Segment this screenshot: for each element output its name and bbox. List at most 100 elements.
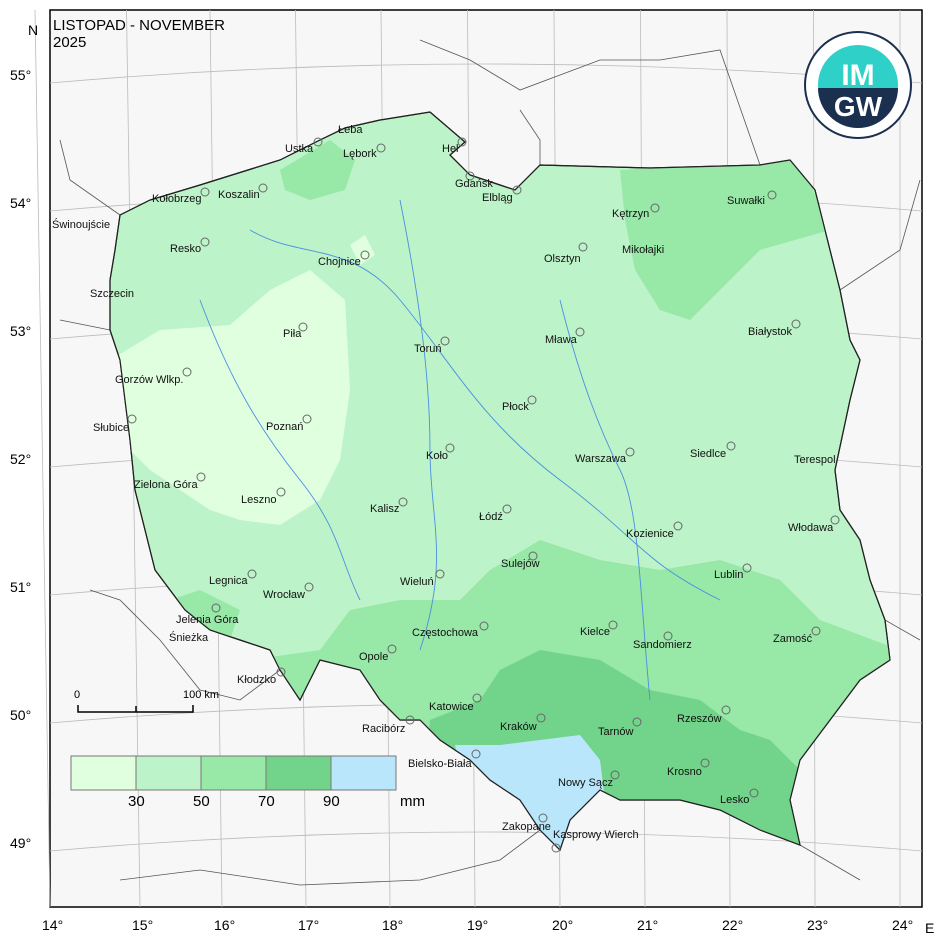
city-label: Resko <box>170 243 201 255</box>
city-label: Lublin <box>714 569 743 581</box>
lat-label: 54° <box>10 195 31 211</box>
title-year: 2025 <box>53 34 87 51</box>
city-label: Sandomierz <box>633 639 692 651</box>
station-marker <box>512 185 522 195</box>
city-label: Katowice <box>429 701 474 713</box>
legend-swatch <box>265 755 332 791</box>
station-marker <box>663 631 673 641</box>
city-label: Mikołajki <box>622 244 664 256</box>
station-marker <box>247 569 257 579</box>
station-marker <box>536 713 546 723</box>
station-marker <box>767 190 777 200</box>
city-label: Lębork <box>343 148 377 160</box>
city-label: Kętrzyn <box>612 208 649 220</box>
city-label: Koło <box>426 450 448 462</box>
station-marker <box>742 563 752 573</box>
legend-swatch <box>70 755 137 791</box>
city-label: Jelenia Góra <box>176 614 239 626</box>
zone-below-30 <box>110 270 350 525</box>
city-label: Wrocław <box>263 589 305 601</box>
city-label: Włodawa <box>788 522 834 534</box>
station-marker <box>276 487 286 497</box>
city-label: Słubice <box>93 422 129 434</box>
station-marker <box>302 414 312 424</box>
city-label: Mława <box>545 334 578 346</box>
city-label: Sulejów <box>501 558 540 570</box>
station-marker <box>610 770 620 780</box>
title-month: LISTOPAD - NOVEMBER <box>53 17 225 34</box>
poland-border <box>109 111 891 852</box>
lon-label: 22° <box>722 917 743 933</box>
city-label: Hel <box>442 143 459 155</box>
station-marker <box>551 843 561 853</box>
legend-break: 30 <box>128 793 145 810</box>
station-marker <box>304 582 314 592</box>
city-label: Toruń <box>414 343 442 355</box>
scale-start: 0 <box>74 689 80 701</box>
station-marker <box>127 414 137 424</box>
city-label: Śnieżka <box>169 631 209 644</box>
lon-label: 20° <box>552 917 573 933</box>
legend-break: 90 <box>323 793 340 810</box>
zone-above-90 <box>455 735 605 850</box>
lat-label: 50° <box>10 707 31 723</box>
station-marker <box>376 143 386 153</box>
lon-label: 15° <box>132 917 153 933</box>
city-labels: Łeba Ustka Lębork Hel Gdańsk Elbląg Kołobrzeg K… <box>52 124 840 853</box>
legend-swatch <box>330 755 397 791</box>
station-marker <box>211 603 221 613</box>
station-marker <box>471 749 481 759</box>
city-label: Kasprowy Wierch <box>553 829 639 841</box>
station-marker <box>387 644 397 654</box>
city-label: Olsztyn <box>544 253 581 265</box>
city-label: Racibórz <box>362 723 405 735</box>
city-label: Kozienice <box>626 528 674 540</box>
lat-label: 53° <box>10 323 31 339</box>
city-label: Krosno <box>667 766 702 778</box>
city-label: Zamość <box>773 633 813 645</box>
station-marker <box>608 620 618 630</box>
station-marker <box>632 717 642 727</box>
station-marker <box>700 758 710 768</box>
north-label: N <box>28 22 38 38</box>
imgw-logo: IM GW <box>804 31 912 139</box>
city-label: Kołobrzeg <box>152 193 202 205</box>
zone-50-70 <box>620 160 830 320</box>
station-marker <box>538 813 548 823</box>
station-marker <box>313 137 323 147</box>
station-marker <box>726 441 736 451</box>
station-marker <box>276 667 286 677</box>
station-marker <box>673 521 683 531</box>
city-label: Poznań <box>266 421 303 433</box>
lon-label: 23° <box>807 917 828 933</box>
legend: 30 50 70 90 mm <box>70 755 425 810</box>
station-marker <box>830 515 840 525</box>
city-label: Wieluń <box>400 576 434 588</box>
station-marker <box>650 203 660 213</box>
station-marker <box>457 137 467 147</box>
legend-break: 70 <box>258 793 275 810</box>
zone-below-30 <box>350 235 375 265</box>
city-label: Terespol <box>794 454 836 466</box>
svg-text:GW: GW <box>834 91 883 122</box>
city-label: Lesko <box>720 794 749 806</box>
station-marker <box>528 551 538 561</box>
city-label: Białystok <box>748 326 793 338</box>
station-marker <box>435 569 445 579</box>
station-marker <box>502 504 512 514</box>
city-label: Kalisz <box>370 503 399 515</box>
city-label: Opole <box>359 651 388 663</box>
svg-text:IM: IM <box>841 59 874 92</box>
zone-50-70 <box>280 140 355 200</box>
station-marker <box>440 336 450 346</box>
city-label: Legnica <box>209 575 248 587</box>
legend-unit: mm <box>400 793 425 810</box>
city-label: Płock <box>502 401 529 413</box>
scale-end: 100 km <box>183 689 219 701</box>
station-marker <box>527 395 537 405</box>
rivers <box>199 199 721 701</box>
legend-swatch <box>135 755 202 791</box>
city-label: Zielona Góra <box>134 479 198 491</box>
station-marker <box>298 322 308 332</box>
